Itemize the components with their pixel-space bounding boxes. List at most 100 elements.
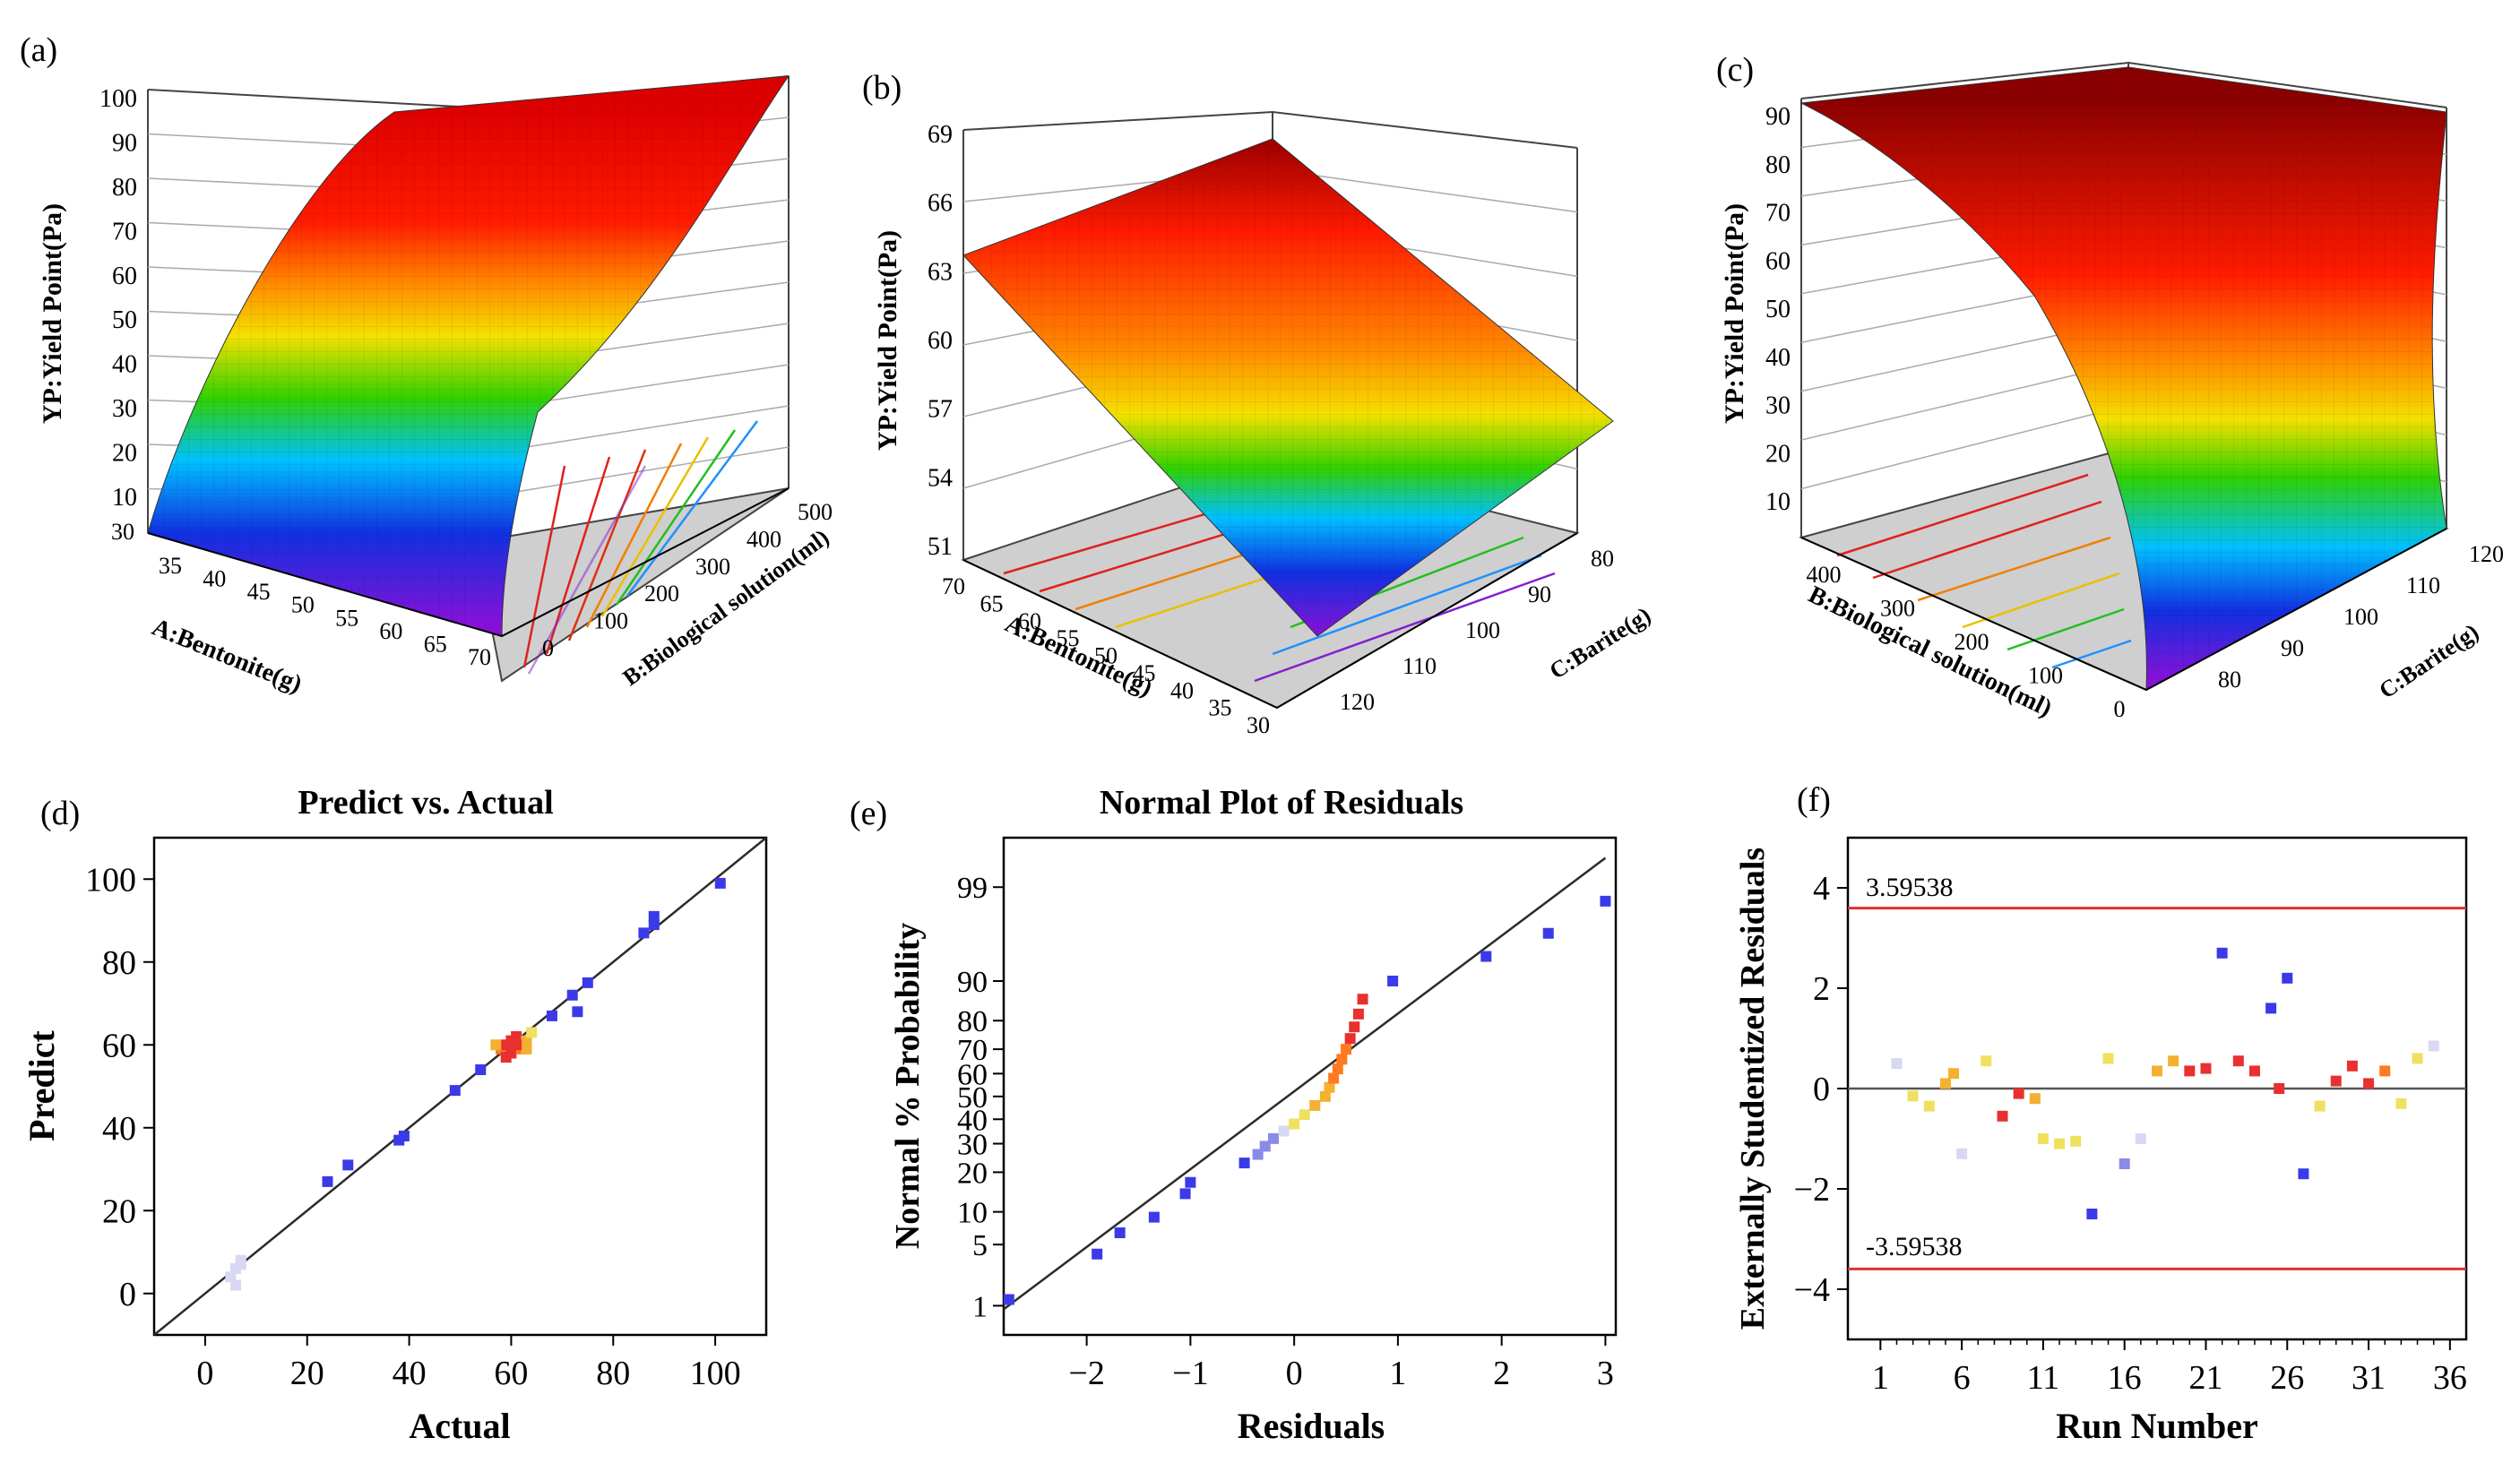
- x-tick-label-e: 0: [1286, 1355, 1303, 1392]
- data-point-d: [342, 1159, 354, 1171]
- data-point-f: [2037, 1133, 2049, 1144]
- x-tick-label-a: 60: [379, 618, 402, 644]
- x-tick-label-b: 30: [1247, 712, 1270, 738]
- data-point-f: [2274, 1083, 2285, 1094]
- data-point-f: [2168, 1055, 2179, 1067]
- x-tick-label-f: 36: [2433, 1359, 2467, 1397]
- data-point-f: [2086, 1209, 2098, 1219]
- x-tick-label-b: 65: [980, 590, 1004, 616]
- y-tick-label-e: 60: [957, 1058, 988, 1091]
- data-point-e: [1003, 1294, 1014, 1305]
- x-tick-label-f: 16: [2108, 1359, 2142, 1397]
- data-point-e: [1600, 895, 1611, 907]
- y-tick-label-d: 100: [85, 861, 136, 899]
- xlabel-a: A:Bentonite(g): [148, 614, 306, 699]
- y-tick-label-f: 4: [1813, 870, 1830, 908]
- data-point-f: [2029, 1093, 2041, 1105]
- data-point-d: [398, 1131, 410, 1141]
- data-point-e: [1328, 1072, 1340, 1084]
- data-point-d: [546, 1010, 557, 1021]
- ylabel-c: C:Barite(g): [2374, 618, 2483, 703]
- data-point-f: [2282, 972, 2293, 984]
- data-point-f: [2379, 1065, 2391, 1077]
- x-tick-label-b: 45: [1133, 660, 1156, 686]
- wall-gridline: [1272, 168, 1578, 213]
- y-tick-label-a: 400: [747, 526, 781, 552]
- y-tick-label-c: 120: [2469, 541, 2504, 567]
- data-point-e: [1259, 1141, 1271, 1152]
- data-point-e: [1238, 1158, 1250, 1169]
- data-point-d: [566, 989, 578, 1001]
- panel-label-e: (e): [850, 795, 887, 832]
- y-tick-label-e: 50: [957, 1081, 988, 1115]
- panel-d: (d) Predict vs. Actual 0 20 40 60 80 100 0 20 40…: [22, 784, 768, 1446]
- data-point-d: [572, 1006, 583, 1018]
- panel-label-b: (b): [862, 69, 902, 107]
- panel-label-c: (c): [1716, 51, 1754, 89]
- x-tick-label-d: 0: [196, 1355, 213, 1392]
- y-tick-label-e: 90: [957, 966, 988, 999]
- xlabel-d: Actual: [409, 1406, 510, 1446]
- data-point-e: [1278, 1125, 1290, 1137]
- data-point-f: [2184, 1065, 2196, 1077]
- title-d: Predict vs. Actual: [298, 784, 553, 822]
- y-tick-label-d: 80: [102, 944, 136, 982]
- y-tick-label-e: 70: [957, 1034, 988, 1067]
- panel-label-a: (a): [20, 31, 57, 69]
- data-point-d: [511, 1039, 522, 1051]
- x-tick-label-d: 60: [494, 1355, 528, 1392]
- x-tick-label-d: 80: [596, 1355, 630, 1392]
- wall-gridline: [1800, 361, 2129, 441]
- panel-label-f: (f): [1797, 781, 1831, 819]
- x-tick-label-b: 70: [942, 573, 965, 599]
- zlabel-a: YP:Yield Point(Pa): [38, 203, 67, 424]
- data-point-d: [648, 910, 660, 922]
- data-point-d: [648, 919, 660, 931]
- z-tick-label-a: 40: [112, 351, 137, 379]
- z-tick-label-c: 70: [1765, 200, 1791, 228]
- z-tick-label-c: 60: [1765, 247, 1791, 275]
- panel-e: (e) Normal Plot of Residuals −2 −1 0 1 2 3 1 51…: [850, 784, 1618, 1446]
- y-tick-label-a: 0: [542, 635, 554, 661]
- z-tick-label-a: 90: [112, 129, 137, 157]
- y-tick-label-d: 60: [102, 1027, 136, 1064]
- x-tick-label-a: 55: [335, 605, 358, 631]
- data-point-e: [1252, 1149, 1264, 1160]
- data-point-e: [1341, 1044, 1352, 1055]
- y-tick-label-e: 20: [957, 1157, 988, 1190]
- y-tick-label-c: 90: [2281, 635, 2304, 661]
- data-point-f: [2200, 1063, 2212, 1074]
- data-point-d: [475, 1064, 487, 1075]
- data-point-d: [521, 1043, 532, 1055]
- title-e: Normal Plot of Residuals: [1100, 784, 1463, 822]
- z-tick-label-c: 20: [1765, 440, 1791, 468]
- data-point-d: [638, 927, 650, 939]
- x-tick-label-c: 300: [1880, 596, 1915, 622]
- data-point-e: [1352, 1008, 1364, 1020]
- data-point-f: [1907, 1090, 1919, 1102]
- z-tick-label-c: 30: [1765, 392, 1791, 420]
- x-tick-label-f: 11: [2027, 1359, 2060, 1397]
- x-tick-label-e: 1: [1389, 1355, 1406, 1392]
- x-tick-label-f: 6: [1954, 1359, 1971, 1397]
- data-point-f: [1956, 1148, 1968, 1159]
- y-tick-label-c: 80: [2218, 667, 2241, 693]
- xlabel-e: Residuals: [1238, 1406, 1385, 1446]
- lower-limit-label-f: -3.59538: [1866, 1232, 1963, 1261]
- z-tick-label-a: 10: [112, 484, 137, 512]
- data-point-f: [2135, 1133, 2146, 1144]
- y-tick-label-e: 10: [957, 1197, 988, 1230]
- data-point-e: [1179, 1188, 1191, 1200]
- data-point-f: [1891, 1058, 1903, 1069]
- y-tick-label-c: 100: [2343, 604, 2378, 630]
- data-point-d: [322, 1175, 333, 1187]
- y-tick-label-d: 0: [119, 1276, 136, 1313]
- normal-line-e: [1003, 857, 1607, 1311]
- data-point-f: [1981, 1055, 1992, 1067]
- z-tick-label-a: 60: [112, 263, 137, 290]
- wall-gridline: [1800, 404, 2129, 490]
- y-tick-label-e: 1: [972, 1290, 988, 1323]
- y-tick-label-d: 40: [102, 1110, 136, 1148]
- plot-frame-d: [152, 836, 768, 1337]
